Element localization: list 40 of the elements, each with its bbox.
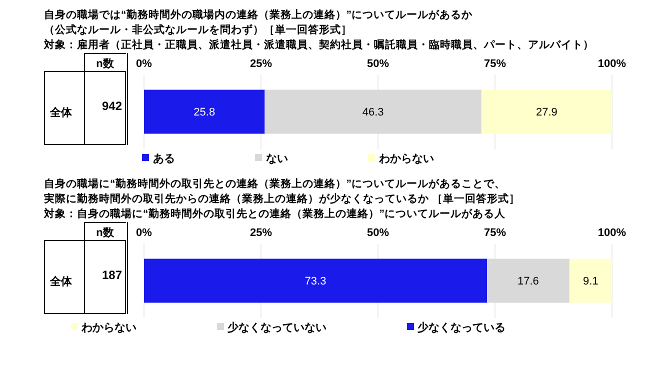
text: n数 (95, 226, 115, 240)
legend-label: ない (266, 153, 288, 165)
legend-label: わからない (82, 322, 136, 334)
x-tick-label: 50% (366, 227, 390, 239)
data-label: 25.8 (194, 106, 216, 119)
legend-label: 少なくなっていない (228, 322, 326, 334)
text: 187 (100, 268, 122, 282)
legend-label: 少なくなっている (418, 322, 506, 334)
legend-label: わからない (379, 153, 434, 165)
chart-title: 自身の職場に“勤務時間外の取引先との連絡（業務上の連絡）”についてルールがあることで、 (44, 177, 506, 192)
data-label: 17.6 (518, 276, 539, 288)
text: 942 (100, 99, 122, 113)
data-label: 73.3 (304, 276, 326, 288)
x-tick-label: 75% (484, 58, 506, 70)
data-label: 46.3 (362, 106, 384, 119)
text: n数 (95, 57, 115, 71)
x-tick-label: 50% (366, 58, 390, 70)
text: 対象：雇用者（正社員・正職員、派遣社員・派遣職員、契約社員・嘱託職員・臨時職員、パート、アルバイト） (44, 38, 595, 53)
y-tick-label: 全体 (49, 275, 73, 288)
legend-label: ある (153, 153, 175, 165)
x-tick-label: 0% (136, 227, 152, 239)
x-tick-label: 75% (484, 227, 506, 239)
bar (144, 258, 488, 303)
bar (569, 258, 612, 303)
data-label: 9.1 (583, 276, 598, 288)
x-tick-label: 100% (598, 227, 626, 239)
bar (144, 90, 265, 134)
x-tick-label: 25% (250, 227, 272, 239)
bar (487, 258, 570, 303)
chart-subtitle: 実際に勤務時間外の取引先からの連絡（業務上の連絡）が少なくなっているか ［単一回答形式］ (44, 192, 521, 207)
data-label: 27.9 (536, 106, 558, 119)
y-tick-label: 全体 (49, 106, 73, 119)
x-tick-label: 0% (136, 58, 152, 70)
text: 対象：自身の職場に“勤務時間外の取引先との連絡（業務上の連絡）”についてルールがある人 (44, 207, 506, 222)
bar (481, 90, 612, 134)
x-tick-label: 25% (250, 58, 272, 70)
x-tick-label: 100% (598, 58, 626, 70)
chart-subtitle: （公式なルール・非公式なルールを問わず）［単一回答形式］ (44, 23, 353, 38)
bar (264, 90, 482, 134)
chart-title: 自身の職場では“勤務時間外の職場内の連絡（業務上の連絡）”についてルールがあるか (44, 8, 474, 23)
